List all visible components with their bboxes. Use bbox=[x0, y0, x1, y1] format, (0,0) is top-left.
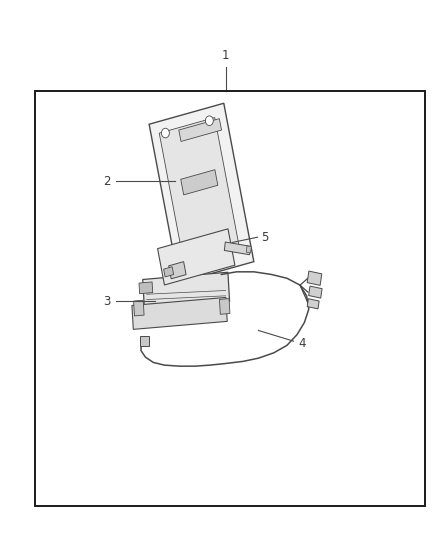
Polygon shape bbox=[224, 242, 251, 255]
Polygon shape bbox=[246, 246, 251, 253]
Polygon shape bbox=[164, 266, 173, 277]
Text: 2: 2 bbox=[103, 175, 111, 188]
Text: 3: 3 bbox=[104, 295, 111, 308]
Polygon shape bbox=[139, 282, 153, 294]
Polygon shape bbox=[179, 119, 222, 141]
Text: 5: 5 bbox=[261, 231, 268, 244]
Polygon shape bbox=[134, 300, 144, 316]
Polygon shape bbox=[307, 298, 319, 309]
Polygon shape bbox=[309, 286, 322, 298]
Polygon shape bbox=[132, 297, 227, 329]
Polygon shape bbox=[219, 298, 230, 314]
Polygon shape bbox=[169, 262, 186, 279]
Circle shape bbox=[205, 116, 213, 125]
Polygon shape bbox=[143, 272, 230, 309]
Polygon shape bbox=[149, 103, 254, 282]
Polygon shape bbox=[307, 271, 322, 285]
Polygon shape bbox=[159, 118, 239, 263]
Polygon shape bbox=[158, 229, 235, 285]
Text: 1: 1 bbox=[222, 50, 230, 62]
Polygon shape bbox=[140, 336, 149, 346]
Polygon shape bbox=[181, 169, 218, 195]
Circle shape bbox=[162, 128, 170, 138]
Text: 4: 4 bbox=[298, 337, 306, 350]
Bar bbox=[35, 91, 425, 506]
